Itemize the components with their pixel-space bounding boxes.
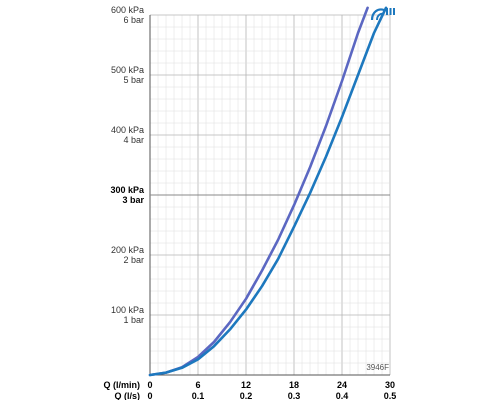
x-tick-label-secondary: 0.5 bbox=[384, 391, 397, 400]
y-tick-label-bar: 6 bar bbox=[123, 15, 144, 25]
y-tick-label-kpa: 100 kPa bbox=[111, 305, 144, 315]
y-tick-label-kpa: 200 kPa bbox=[111, 245, 144, 255]
x-tick-label: 18 bbox=[289, 380, 299, 390]
x-tick-label-secondary: 0 bbox=[147, 391, 152, 400]
chart-code-label: 3946F bbox=[366, 363, 389, 372]
y-tick-label-kpa: 400 kPa bbox=[111, 125, 144, 135]
x-tick-label: 12 bbox=[241, 380, 251, 390]
x-tick-label-secondary: 0.2 bbox=[240, 391, 253, 400]
x-tick-label-secondary: 0.1 bbox=[192, 391, 205, 400]
y-tick-label-bar: 5 bar bbox=[123, 75, 144, 85]
x-tick-label-secondary: 0.4 bbox=[336, 391, 349, 400]
chart-grid bbox=[149, 14, 391, 376]
x-tick-label: 24 bbox=[337, 380, 347, 390]
y-tick-label-kpa: 300 kPa bbox=[110, 185, 145, 195]
y-tick-label-bar: 4 bar bbox=[123, 135, 144, 145]
x-axis-primary-title: Q (l/min) bbox=[104, 380, 141, 390]
x-tick-label-secondary: 0.3 bbox=[288, 391, 301, 400]
y-tick-label-bar: 3 bar bbox=[122, 195, 144, 205]
series-line-2 bbox=[148, 6, 388, 377]
y-tick-label-bar: 2 bar bbox=[123, 255, 144, 265]
chart-series bbox=[148, 6, 388, 377]
y-tick-label-kpa: 600 kPa bbox=[111, 5, 144, 15]
shower-icon bbox=[370, 8, 395, 21]
x-tick-label: 30 bbox=[385, 380, 395, 390]
y-tick-label-kpa: 500 kPa bbox=[111, 65, 144, 75]
x-tick-label: 6 bbox=[195, 380, 200, 390]
y-tick-label-bar: 1 bar bbox=[123, 315, 144, 325]
x-axis-secondary-title: Q (l/s) bbox=[114, 391, 140, 400]
x-axis-ticks: 00 60.1 120.2 180.3 240.4 300.5 bbox=[147, 380, 396, 400]
x-tick-label: 0 bbox=[147, 380, 152, 390]
